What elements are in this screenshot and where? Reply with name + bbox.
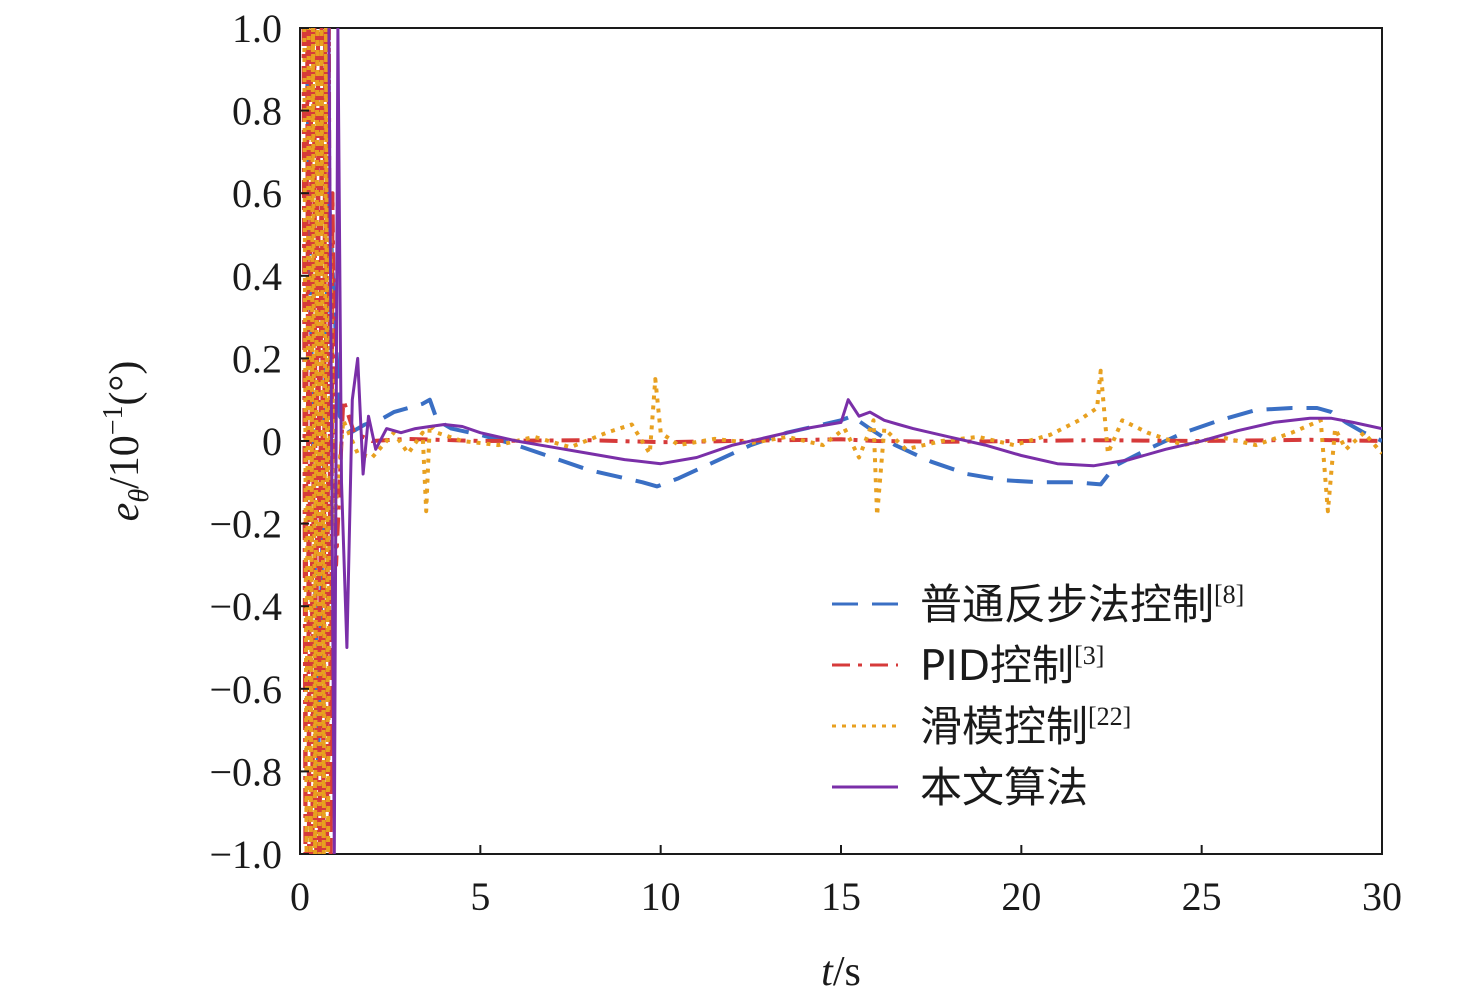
x-tick-label: 0 (290, 874, 310, 919)
series-line-3 (327, 28, 1382, 854)
x-tick-label: 30 (1362, 874, 1402, 919)
x-axis-ticks: 0 5 10 15 20 25 30 (290, 845, 1402, 919)
series-line-2 (302, 28, 1382, 854)
x-tick-label: 10 (641, 874, 681, 919)
x-tick-label: 20 (1001, 874, 1041, 919)
legend-ref-1: [3] (1074, 641, 1104, 670)
x-tick-label: 5 (470, 874, 490, 919)
y-axis-label-unit: /10 (102, 435, 148, 489)
y-tick-label: −0.8 (209, 749, 282, 794)
y-tick-label: −0.4 (209, 584, 282, 629)
x-axis-label-var: t (821, 949, 834, 995)
y-axis-label: eθ/10−1(°) (98, 361, 155, 522)
y-tick-label: 1.0 (232, 6, 282, 51)
series-layer (301, 28, 1382, 854)
legend-label-0: 普通反步法控制[8] (920, 580, 1244, 629)
legend-label-2: 滑模控制[22] (920, 702, 1131, 751)
y-tick-label: 0.6 (232, 171, 282, 216)
x-tick-label: 15 (821, 874, 861, 919)
y-axis-ticks: 1.0 0.8 0.6 0.4 0.2 0 −0.2 −0.4 −0.6 −0.8 −1.0 (209, 6, 309, 877)
legend-label-1: PID控制[3] (920, 641, 1104, 690)
series-line-1 (301, 28, 1382, 854)
y-tick-label: −0.6 (209, 667, 282, 712)
y-tick-label: 0 (262, 419, 282, 464)
y-tick-label: 0.4 (232, 254, 282, 299)
y-tick-label: −1.0 (209, 832, 282, 877)
legend-ref-0: [8] (1214, 580, 1244, 609)
y-axis-label-exp: −1 (98, 405, 129, 435)
x-tick-label: 25 (1182, 874, 1222, 919)
y-axis-label-sub: θ (124, 489, 155, 503)
y-tick-label: 0.2 (232, 336, 282, 381)
y-axis-label-tail: (°) (102, 361, 148, 406)
y-tick-label: 0.8 (232, 89, 282, 134)
y-axis-label-var: e (102, 503, 148, 522)
x-axis-label-unit: /s (833, 949, 861, 995)
legend-ref-2: [22] (1088, 702, 1131, 731)
y-tick-label: −0.2 (209, 502, 282, 547)
legend: 普通反步法控制[8] PID控制[3] 滑模控制[22] 本文算法 (832, 580, 1244, 812)
x-axis-label: t/s (821, 949, 861, 995)
legend-label-3: 本文算法 (920, 763, 1088, 812)
